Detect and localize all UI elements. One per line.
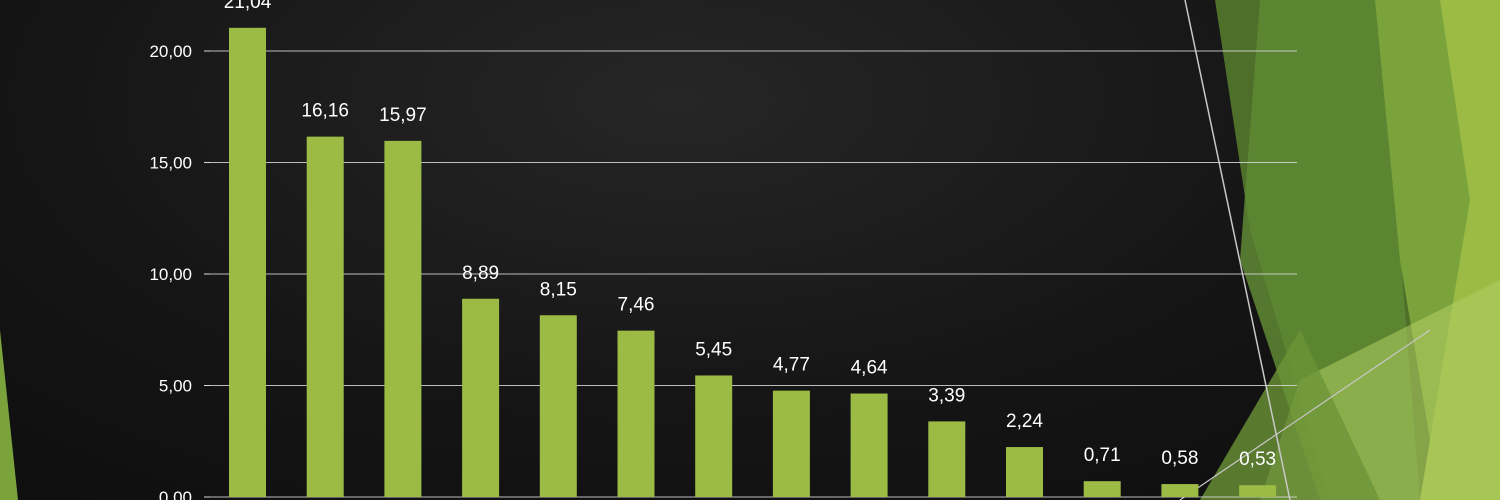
bg-line-diagonal-2 <box>1179 329 1431 500</box>
bar-value-label: 16,16 <box>301 101 349 122</box>
bar-value-label: 2,24 <box>1006 411 1043 432</box>
bar-value-label: 4,64 <box>851 358 888 379</box>
bar-3 <box>384 140 422 497</box>
bar-7 <box>695 375 733 497</box>
bar-value-label: 0,53 <box>1239 449 1276 470</box>
bar-value-label: 21,04 <box>224 0 272 13</box>
bars <box>229 27 1277 497</box>
bar-value-label: 4,77 <box>773 355 810 376</box>
ytick-label: 20,00 <box>149 42 192 61</box>
ytick-label: 0,00 <box>159 488 192 500</box>
bg-line-diagonal <box>1184 0 1291 500</box>
bar-1 <box>229 27 266 497</box>
bar-value-label: 5,45 <box>695 339 732 360</box>
bar-10 <box>928 421 966 497</box>
ytick-label: 15,00 <box>149 154 192 173</box>
y-axis: 0,00 5,00 10,00 15,00 20,00 <box>149 42 210 500</box>
bar-13 <box>1161 484 1199 497</box>
bar-12 <box>1083 481 1121 497</box>
bar-value-label: 0,71 <box>1084 445 1121 466</box>
bar-9 <box>850 393 888 497</box>
bar-5 <box>539 315 577 497</box>
bar-4 <box>462 298 500 497</box>
bar-value-label: 8,89 <box>462 263 499 284</box>
bar-11 <box>1006 447 1043 497</box>
bar-6 <box>617 330 655 497</box>
ytick-label: 10,00 <box>149 265 192 284</box>
bar-value-label: 0,58 <box>1161 448 1198 469</box>
ytick-label: 5,00 <box>159 377 192 396</box>
data-labels: 21,04 16,16 15,97 8,89 8,15 7,46 5,45 4,77 4,64 3… <box>224 0 1276 470</box>
bar-2 <box>306 136 344 497</box>
bar-14 <box>1239 485 1277 497</box>
bar-value-label: 3,39 <box>928 385 965 406</box>
bar-value-label: 15,97 <box>379 105 427 126</box>
bar-8 <box>772 390 810 497</box>
bg-facet-left <box>0 330 18 500</box>
bar-value-label: 7,46 <box>618 295 655 316</box>
grid-lines <box>210 50 1297 498</box>
bg-facet-low <box>1200 330 1380 500</box>
bar-value-label: 8,15 <box>540 279 577 300</box>
